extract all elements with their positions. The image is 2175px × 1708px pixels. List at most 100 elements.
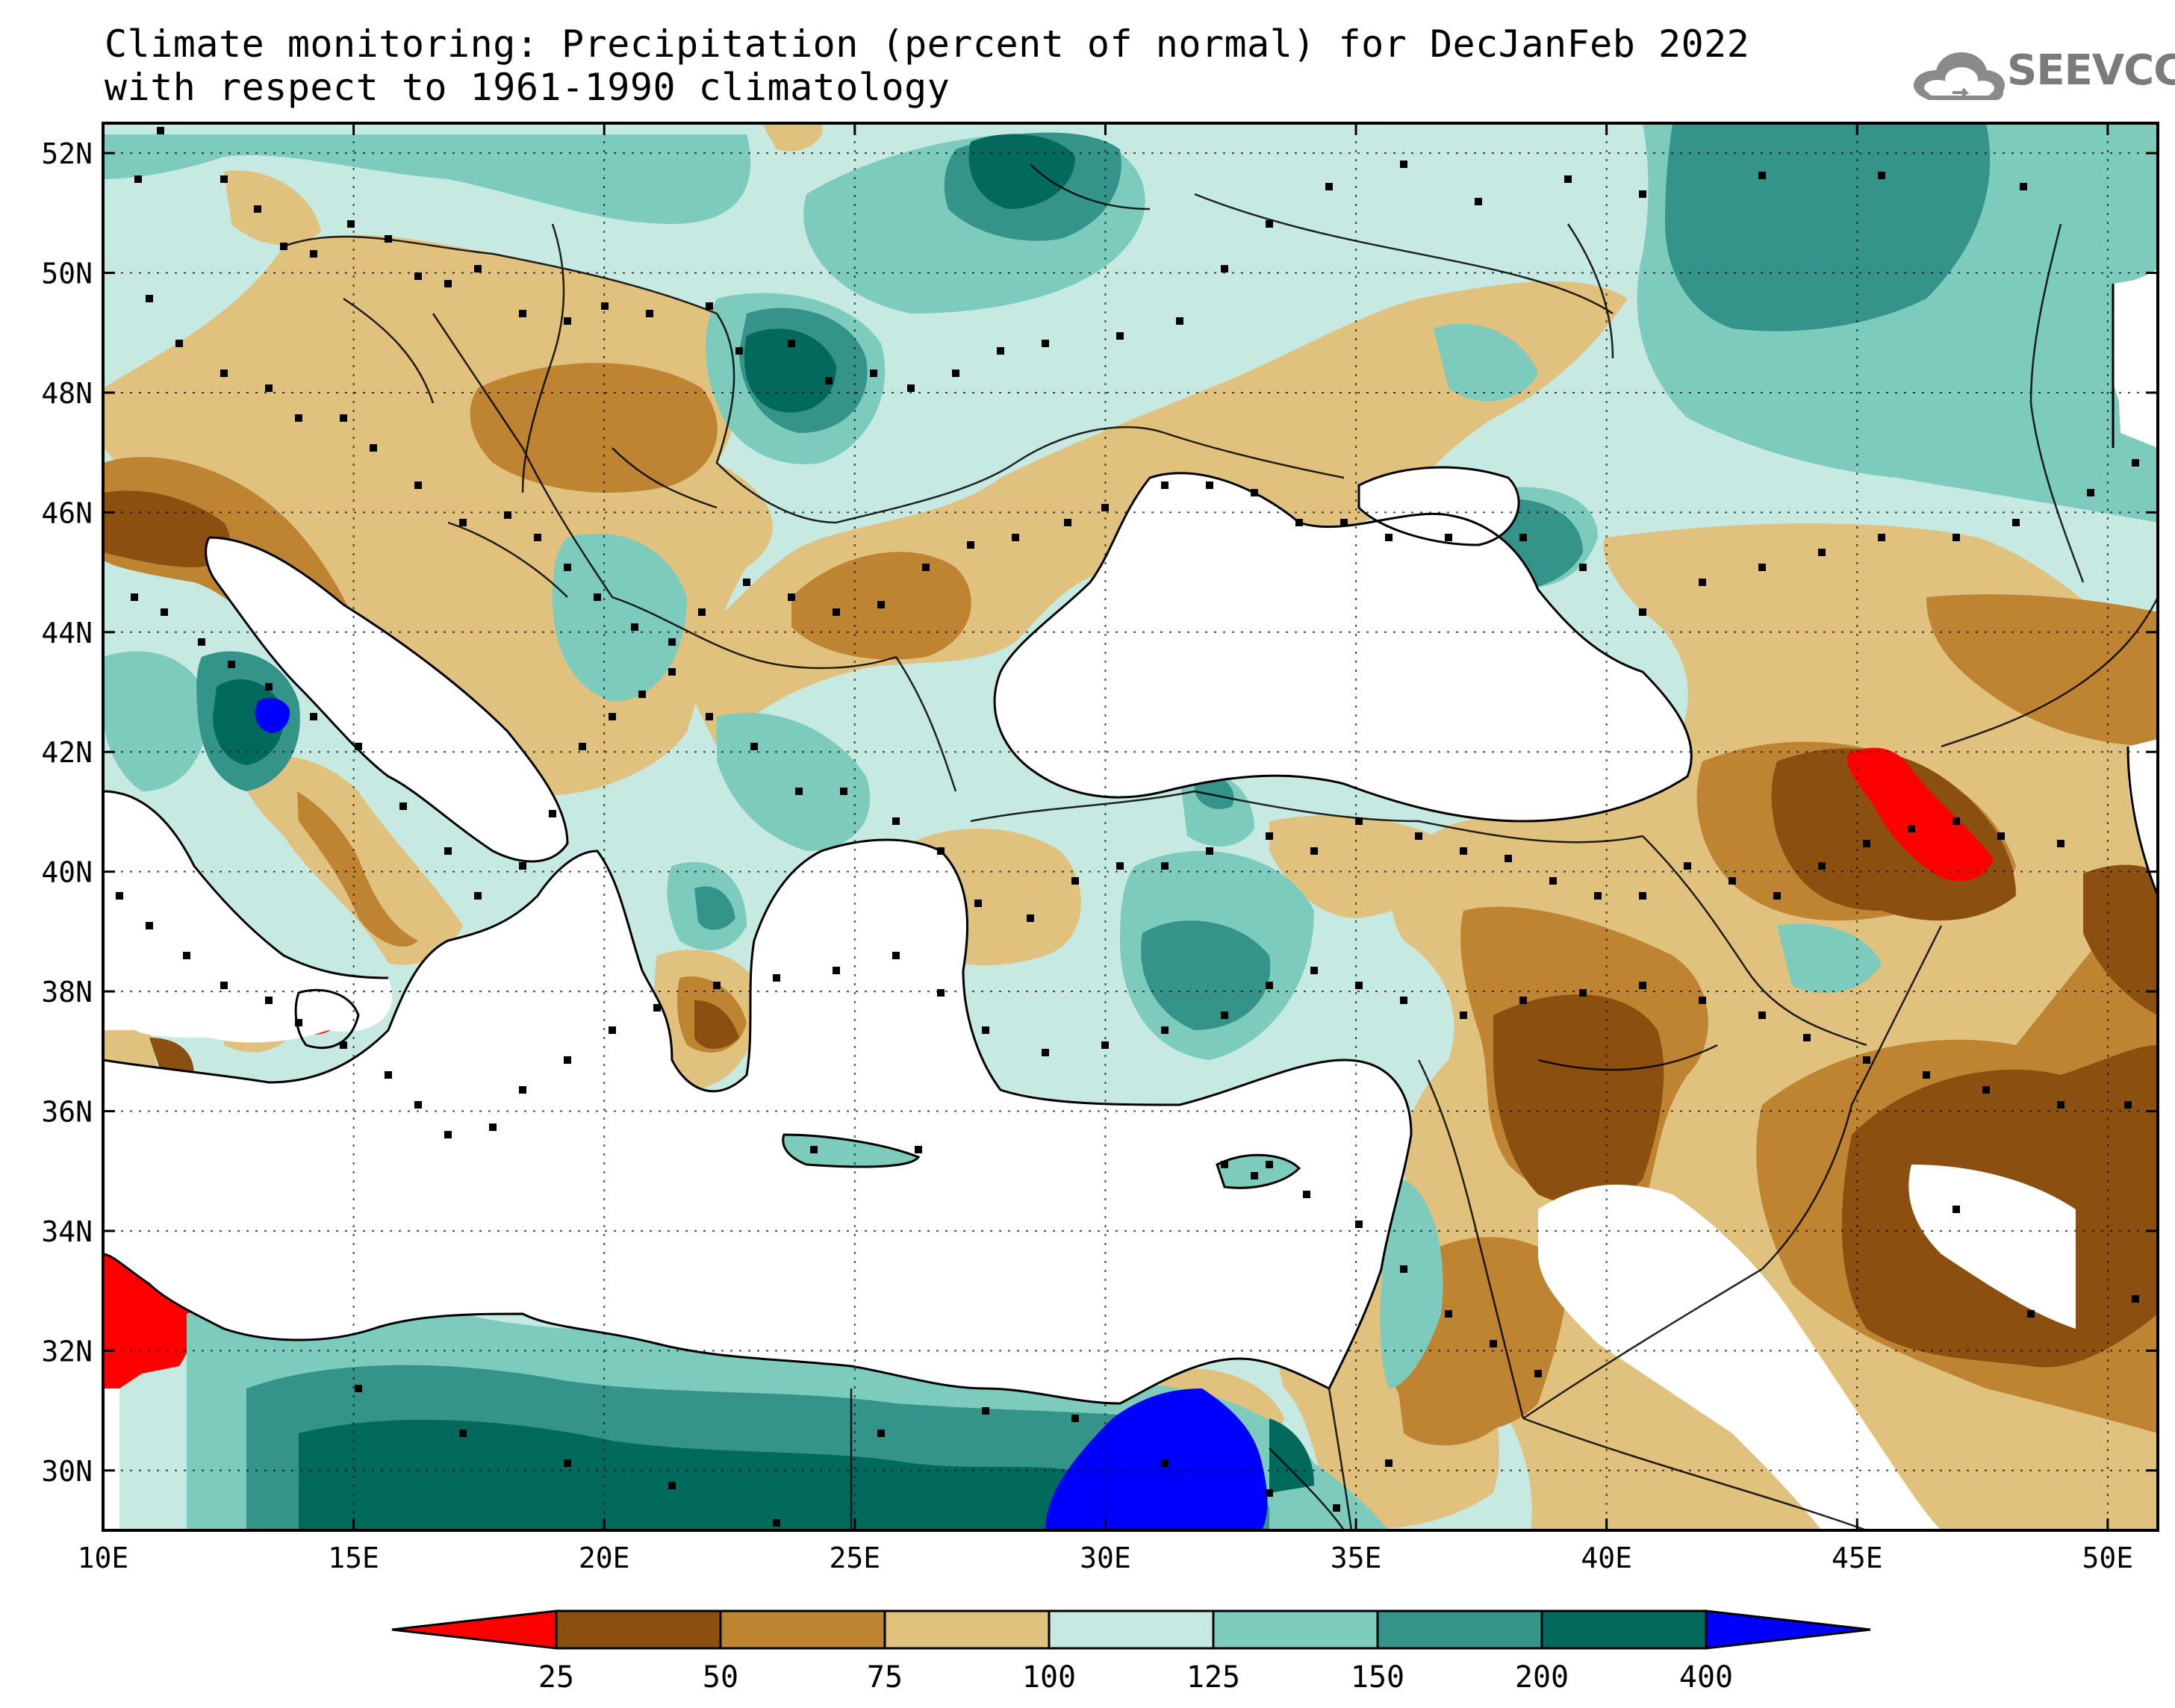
station-marker bbox=[2057, 840, 2064, 847]
station-marker bbox=[1161, 1026, 1169, 1034]
station-marker bbox=[1878, 172, 1885, 179]
station-marker bbox=[1758, 1012, 1766, 1019]
station-marker bbox=[1161, 862, 1169, 870]
station-marker bbox=[489, 1123, 497, 1131]
station-marker bbox=[937, 847, 945, 855]
station-marker bbox=[444, 280, 452, 287]
station-marker bbox=[1863, 1056, 1870, 1064]
lon-tick-label: 15E bbox=[328, 1542, 379, 1574]
station-marker bbox=[967, 541, 974, 549]
station-marker bbox=[2012, 519, 2020, 526]
station-marker bbox=[1460, 847, 1467, 855]
station-marker bbox=[564, 317, 571, 325]
cloud-icon bbox=[1914, 52, 2005, 100]
station-marker bbox=[1340, 519, 1348, 526]
station-marker bbox=[1295, 519, 1303, 526]
station-marker bbox=[1773, 892, 1781, 900]
station-marker bbox=[220, 175, 228, 183]
lon-tick-label: 25E bbox=[830, 1542, 881, 1574]
station-marker bbox=[347, 220, 355, 228]
station-marker bbox=[825, 377, 833, 384]
colorbar-label: 25 bbox=[538, 1660, 574, 1695]
lat-tick-label: 42N bbox=[41, 736, 93, 769]
station-marker bbox=[982, 1407, 989, 1415]
station-marker bbox=[1310, 967, 1318, 974]
lon-tick-label: 45E bbox=[1832, 1542, 1883, 1574]
colorbar-label: 75 bbox=[867, 1660, 903, 1695]
map-title-line-1: Climate monitoring: Precipitation (perce… bbox=[105, 22, 1750, 66]
station-marker bbox=[564, 564, 571, 571]
station-marker bbox=[1923, 1071, 1930, 1079]
station-marker bbox=[116, 892, 123, 900]
station-marker bbox=[549, 810, 556, 817]
station-marker bbox=[519, 1086, 526, 1094]
colorbar-lower-extend bbox=[391, 1609, 558, 1650]
station-marker bbox=[444, 847, 452, 855]
station-marker bbox=[1385, 534, 1393, 541]
station-marker bbox=[1699, 579, 1706, 586]
station-marker bbox=[1303, 1191, 1310, 1198]
colorbar-label: 50 bbox=[703, 1660, 738, 1695]
station-marker bbox=[1400, 1265, 1407, 1273]
station-marker bbox=[788, 340, 795, 347]
station-marker bbox=[609, 1026, 616, 1034]
station-marker bbox=[1519, 997, 1527, 1004]
station-marker bbox=[414, 481, 422, 489]
colorbar-label: 125 bbox=[1186, 1660, 1240, 1695]
station-marker bbox=[1445, 534, 1452, 541]
station-marker bbox=[2124, 1101, 2132, 1109]
colorbar-label: 400 bbox=[1679, 1660, 1733, 1695]
station-marker bbox=[601, 302, 609, 310]
station-marker bbox=[982, 1026, 989, 1034]
station-marker bbox=[340, 414, 347, 422]
station-marker bbox=[220, 370, 228, 377]
station-marker bbox=[1206, 847, 1213, 855]
map-title-line-2: with respect to 1961-1990 climatology bbox=[105, 66, 950, 109]
station-marker bbox=[1101, 1041, 1109, 1049]
lat-tick-label: 34N bbox=[41, 1215, 93, 1248]
station-marker bbox=[399, 802, 407, 810]
station-marker bbox=[1221, 1161, 1228, 1168]
station-marker bbox=[1997, 832, 2005, 840]
station-marker bbox=[564, 1056, 571, 1064]
station-marker bbox=[1639, 982, 1646, 989]
station-marker bbox=[134, 175, 142, 183]
station-marker bbox=[1729, 877, 1736, 885]
station-marker bbox=[974, 900, 982, 907]
station-marker bbox=[735, 347, 743, 355]
lat-tick-label: 40N bbox=[41, 856, 93, 889]
station-marker bbox=[474, 892, 482, 900]
station-marker bbox=[668, 638, 676, 646]
station-marker bbox=[1071, 877, 1079, 885]
colorbar-label: 100 bbox=[1022, 1660, 1076, 1695]
colorbar-segment bbox=[883, 1609, 1051, 1650]
station-marker bbox=[1952, 817, 1960, 825]
station-marker bbox=[280, 243, 287, 250]
station-marker bbox=[1176, 317, 1183, 325]
station-marker bbox=[1042, 1049, 1049, 1056]
station-marker bbox=[1310, 847, 1318, 855]
station-marker bbox=[340, 1041, 347, 1049]
station-marker bbox=[1012, 534, 1019, 541]
station-marker bbox=[519, 862, 526, 870]
station-marker bbox=[1549, 877, 1557, 885]
station-marker bbox=[1266, 220, 1273, 228]
station-marker bbox=[750, 743, 758, 750]
station-marker bbox=[1579, 564, 1587, 571]
station-marker bbox=[952, 370, 959, 377]
station-marker bbox=[254, 205, 261, 213]
station-marker bbox=[1415, 832, 1422, 840]
station-marker bbox=[131, 593, 138, 601]
station-marker bbox=[1161, 481, 1169, 489]
colorbar-label: 150 bbox=[1351, 1660, 1404, 1695]
colorbar-legend: 25 50 75 100 125 150 200 400 bbox=[391, 1609, 1871, 1695]
station-marker bbox=[706, 302, 713, 310]
lon-tick-label: 50E bbox=[2082, 1542, 2134, 1574]
station-marker bbox=[370, 444, 377, 452]
station-marker bbox=[295, 414, 302, 422]
colorbar-upper-extend bbox=[1705, 1609, 1871, 1650]
station-marker bbox=[1355, 982, 1363, 989]
station-marker bbox=[2132, 1295, 2139, 1303]
station-marker bbox=[833, 608, 840, 616]
lat-tick-label: 52N bbox=[41, 137, 93, 170]
